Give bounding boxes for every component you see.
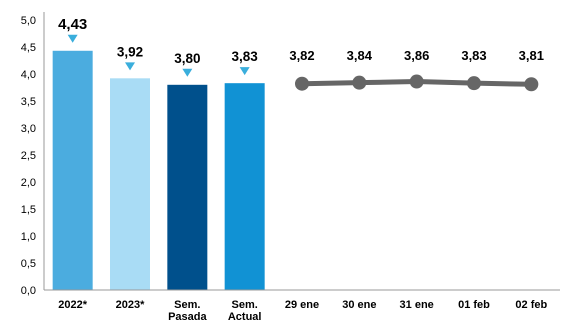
bar-data-label: 3,80 — [174, 51, 200, 66]
bar — [110, 78, 150, 290]
y-tick-label: 0,0 — [21, 285, 36, 297]
x-category-label: 2023* — [116, 299, 145, 311]
y-tick-label: 3,5 — [21, 96, 36, 108]
line-data-label: 3,86 — [404, 48, 429, 63]
x-category-label: 30 ene — [342, 299, 376, 311]
bar — [167, 84, 208, 290]
x-category-label: 01 feb — [458, 299, 490, 311]
line-data-label: 3,83 — [461, 48, 486, 63]
line-point — [524, 77, 539, 92]
y-tick-label: 3,0 — [21, 123, 36, 135]
x-category-label: 2022* — [58, 299, 87, 311]
x-category-label: Sem. Actual — [228, 299, 262, 323]
y-tick-label: 4,5 — [21, 42, 36, 54]
y-tick-label: 5,0 — [21, 15, 36, 27]
line-series: 3,82 3,84 3,86 3,83 3,81 — [289, 48, 544, 92]
y-tick-label: 1,0 — [21, 231, 36, 243]
bar-marker — [182, 68, 193, 77]
y-tick-label: 4,0 — [21, 69, 36, 81]
bar — [52, 50, 93, 290]
line-data-label: 3,81 — [519, 48, 544, 63]
y-tick-label: 0,5 — [21, 258, 36, 270]
line-data-label: 3,84 — [347, 48, 373, 63]
line-point — [467, 76, 481, 91]
bar-data-label: 3,92 — [117, 44, 143, 59]
bar-marker — [239, 67, 250, 76]
y-axis: 0,0 0,5 1,0 1,5 2,0 2,5 3,0 3,5 4,0 4,5 5,0 — [21, 12, 45, 297]
x-category-label: 29 ene — [285, 299, 319, 311]
y-tick-label: 2,0 — [21, 177, 36, 189]
bar — [224, 83, 265, 291]
x-category-label: Sem. Pasada — [168, 299, 207, 323]
bar-marker — [125, 62, 135, 71]
y-tick-label: 2,5 — [21, 150, 36, 162]
bar-data-label: 3,83 — [232, 49, 259, 64]
bar-data-label: 4,43 — [58, 16, 87, 33]
x-axis: 2022* 2023* Sem. Pasada Sem. Actual 29 ene 30 e… — [44, 289, 560, 323]
line-point — [352, 75, 367, 90]
x-category-label: 02 feb — [515, 299, 547, 311]
bars: 4,43 3,92 3,80 3,83 — [52, 16, 265, 291]
x-category-label: 31 ene — [400, 299, 434, 311]
bar-marker — [67, 34, 78, 43]
line-point — [409, 74, 424, 89]
line-point — [295, 76, 309, 91]
line-data-label: 3,82 — [289, 48, 314, 63]
y-tick-label: 1,5 — [21, 204, 36, 216]
